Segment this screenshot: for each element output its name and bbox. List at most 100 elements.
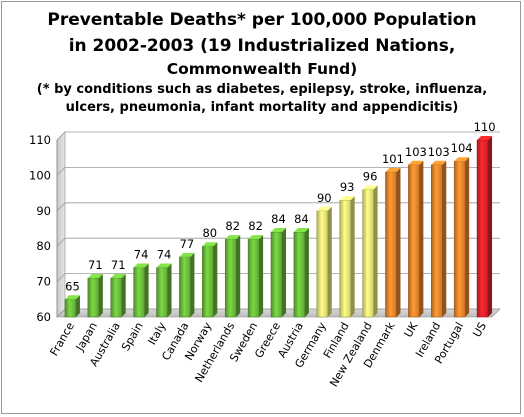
bar-side — [213, 242, 218, 317]
bar-top — [271, 228, 286, 233]
bar-top — [339, 196, 355, 201]
bar-top — [477, 136, 493, 140]
bar-side — [121, 274, 126, 317]
bar-italy — [156, 263, 172, 318]
bar-side — [350, 196, 355, 317]
bar-france — [64, 295, 80, 318]
y-tick-label: 90 — [36, 204, 51, 218]
bar-portugal — [453, 157, 470, 318]
category-label: Italy — [145, 320, 168, 348]
gridline — [56, 202, 500, 212]
side-wall — [56, 131, 66, 318]
bar-netherlands — [224, 235, 241, 318]
bar-side — [488, 136, 493, 317]
bar-side — [236, 235, 241, 317]
bar-front — [270, 231, 283, 318]
data-label: 103 — [405, 145, 427, 159]
bar-austria — [293, 228, 309, 318]
bar-side — [75, 295, 80, 317]
data-label: 101 — [382, 152, 404, 166]
bar-front — [293, 231, 306, 318]
bar-sweden — [247, 235, 264, 318]
y-tick-label: 70 — [36, 275, 51, 289]
data-label: 74 — [157, 247, 172, 261]
y-tick-label: 80 — [36, 239, 51, 253]
bar-front — [385, 171, 397, 318]
data-label: 65 — [65, 279, 80, 293]
bars — [64, 136, 493, 318]
bar-side — [442, 160, 447, 317]
bar-uk — [408, 160, 424, 318]
category-label: US — [470, 320, 489, 340]
bar-front — [247, 238, 260, 318]
bar-top — [87, 274, 103, 279]
bar-front — [156, 267, 168, 318]
chart-title: Preventable Deaths* per 100,000 Populati… — [47, 10, 477, 30]
gridline — [56, 273, 500, 282]
bar-side — [396, 167, 401, 317]
chart-title-line-3: Commonwealth Fund) — [166, 60, 358, 78]
bar-top — [110, 274, 126, 279]
bar-front — [316, 210, 329, 318]
bar-us — [476, 136, 493, 318]
bar-norway — [202, 242, 218, 318]
bar-top — [431, 160, 447, 165]
bar-australia — [110, 274, 126, 318]
bar-top — [156, 263, 172, 268]
bar-top — [362, 185, 378, 190]
data-label: 82 — [248, 219, 263, 233]
chart-subtitle-line-2: ulcers, pneumonia, infant mortality and … — [65, 100, 459, 115]
bar-side — [98, 274, 103, 317]
bar-front — [453, 160, 466, 318]
data-label: 96 — [363, 170, 378, 184]
bar-top — [385, 167, 401, 172]
data-label: 74 — [134, 247, 149, 261]
bar-top — [316, 206, 332, 211]
bar-top — [408, 160, 424, 165]
bar-side — [167, 263, 172, 317]
bar-side — [419, 160, 424, 317]
bar-greece — [270, 228, 286, 318]
y-tick-label: 110 — [29, 133, 51, 147]
data-label: 103 — [428, 145, 450, 159]
bar-side — [259, 235, 264, 317]
bar-front — [362, 189, 374, 318]
bar-side — [373, 185, 378, 317]
bar-front — [476, 139, 489, 318]
bar-japan — [87, 274, 103, 318]
bar-front — [133, 267, 145, 318]
gridline — [56, 166, 500, 176]
bar-front — [224, 238, 237, 318]
bar-top — [248, 235, 264, 240]
bar-ireland — [431, 160, 447, 318]
y-tick-label: 60 — [36, 310, 51, 324]
data-label: 104 — [451, 141, 473, 155]
bar-top — [225, 235, 241, 240]
bar-front — [408, 164, 420, 318]
bar-front — [87, 277, 100, 318]
gridline — [56, 131, 500, 141]
bar-side — [304, 228, 309, 317]
bar-new-zealand — [362, 185, 378, 318]
bar-top — [133, 263, 149, 268]
data-label: 82 — [225, 219, 240, 233]
data-label: 71 — [111, 258, 126, 272]
bar-front — [339, 199, 351, 318]
bar-germany — [316, 206, 332, 318]
bar-top — [179, 252, 195, 257]
bar-top — [454, 157, 470, 162]
bar-side — [282, 228, 286, 317]
gridline — [56, 237, 500, 247]
bar-side — [190, 252, 195, 317]
bar-front — [64, 299, 77, 318]
y-tick-label: 100 — [29, 168, 51, 182]
bar-front — [431, 164, 443, 318]
bar-front — [110, 277, 122, 318]
category-label: UK — [402, 319, 421, 339]
y-axis: 60 70 80 90 100 110 — [29, 133, 58, 324]
bar-front — [179, 256, 191, 318]
data-label: 93 — [340, 180, 355, 194]
